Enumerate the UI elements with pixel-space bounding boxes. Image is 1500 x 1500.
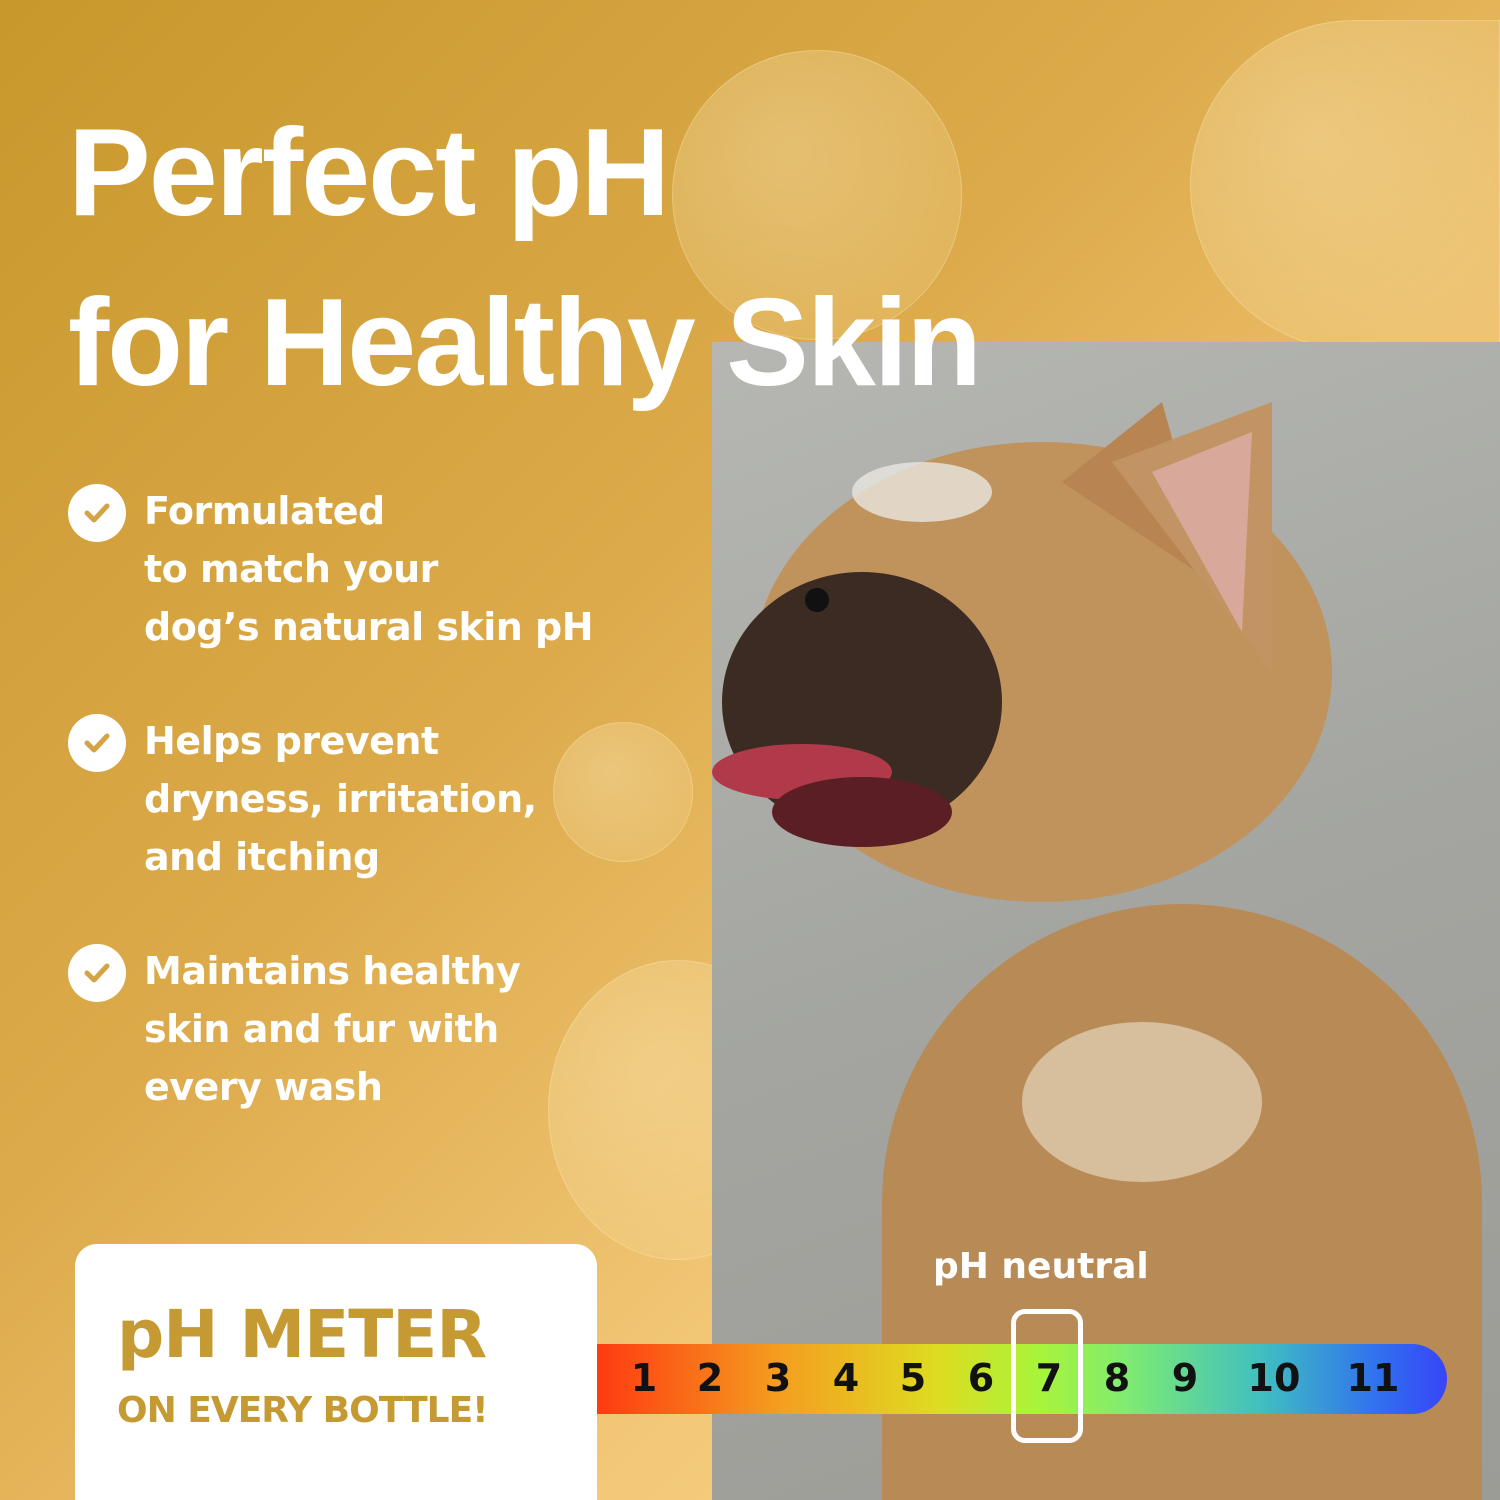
check-circle-icon <box>68 714 126 772</box>
ph-meter-callout: pH METER ON EVERY BOTTLE! <box>75 1244 597 1500</box>
benefit-item: Helps prevent dryness, irritation, and i… <box>68 712 593 886</box>
ph-meter-subtitle: ON EVERY BOTTLE! <box>117 1390 489 1431</box>
check-circle-icon <box>68 944 126 1002</box>
ph-value: 1 <box>630 1356 658 1400</box>
headline-line-2: for Healthy Skin <box>68 274 982 412</box>
benefit-list: Formulated to match your dog’s natural s… <box>68 482 594 1172</box>
benefit-text: Helps prevent dryness, irritation, and i… <box>144 719 537 879</box>
benefit-text: Formulated to match your dog’s natural s… <box>144 489 594 649</box>
benefit-text: Maintains healthy skin and fur with ever… <box>144 949 521 1109</box>
ph-value: 9 <box>1171 1356 1199 1400</box>
benefit-item: Maintains healthy skin and fur with ever… <box>68 942 593 1116</box>
ph-value: 7 <box>1035 1356 1063 1400</box>
dog-illustration <box>712 402 1482 1500</box>
ph-neutral-highlight <box>1011 1309 1083 1443</box>
ph-value: 8 <box>1103 1356 1131 1400</box>
headline: Perfect pH for Healthy Skin <box>68 88 982 428</box>
ph-value: 2 <box>696 1356 724 1400</box>
ph-value: 5 <box>899 1356 927 1400</box>
ph-value: 6 <box>967 1356 995 1400</box>
headline-line-1: Perfect pH <box>68 104 670 242</box>
ph-value: 4 <box>832 1356 860 1400</box>
ph-scale-bar: 1 2 3 4 5 6 7 8 9 10 11 <box>597 1344 1447 1414</box>
ph-value: 11 <box>1346 1356 1400 1400</box>
ph-meter-title: pH METER <box>117 1296 487 1373</box>
decorative-bubble <box>553 722 693 862</box>
ph-neutral-label: pH neutral <box>933 1246 1149 1287</box>
decorative-bubble <box>672 50 962 340</box>
dog-photo <box>712 342 1500 1500</box>
ph-value: 10 <box>1247 1356 1301 1400</box>
decorative-bubble <box>1190 20 1500 350</box>
check-circle-icon <box>68 484 126 542</box>
ph-value: 3 <box>764 1356 792 1400</box>
benefit-item: Formulated to match your dog’s natural s… <box>68 482 594 656</box>
